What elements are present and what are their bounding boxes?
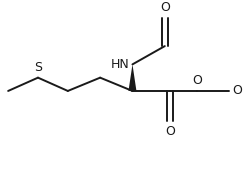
Text: O: O	[160, 1, 170, 14]
Text: S: S	[34, 61, 42, 74]
Polygon shape	[128, 64, 136, 91]
Text: O: O	[192, 74, 202, 87]
Text: HN: HN	[111, 58, 130, 71]
Text: O: O	[232, 84, 242, 97]
Text: O: O	[165, 125, 175, 138]
